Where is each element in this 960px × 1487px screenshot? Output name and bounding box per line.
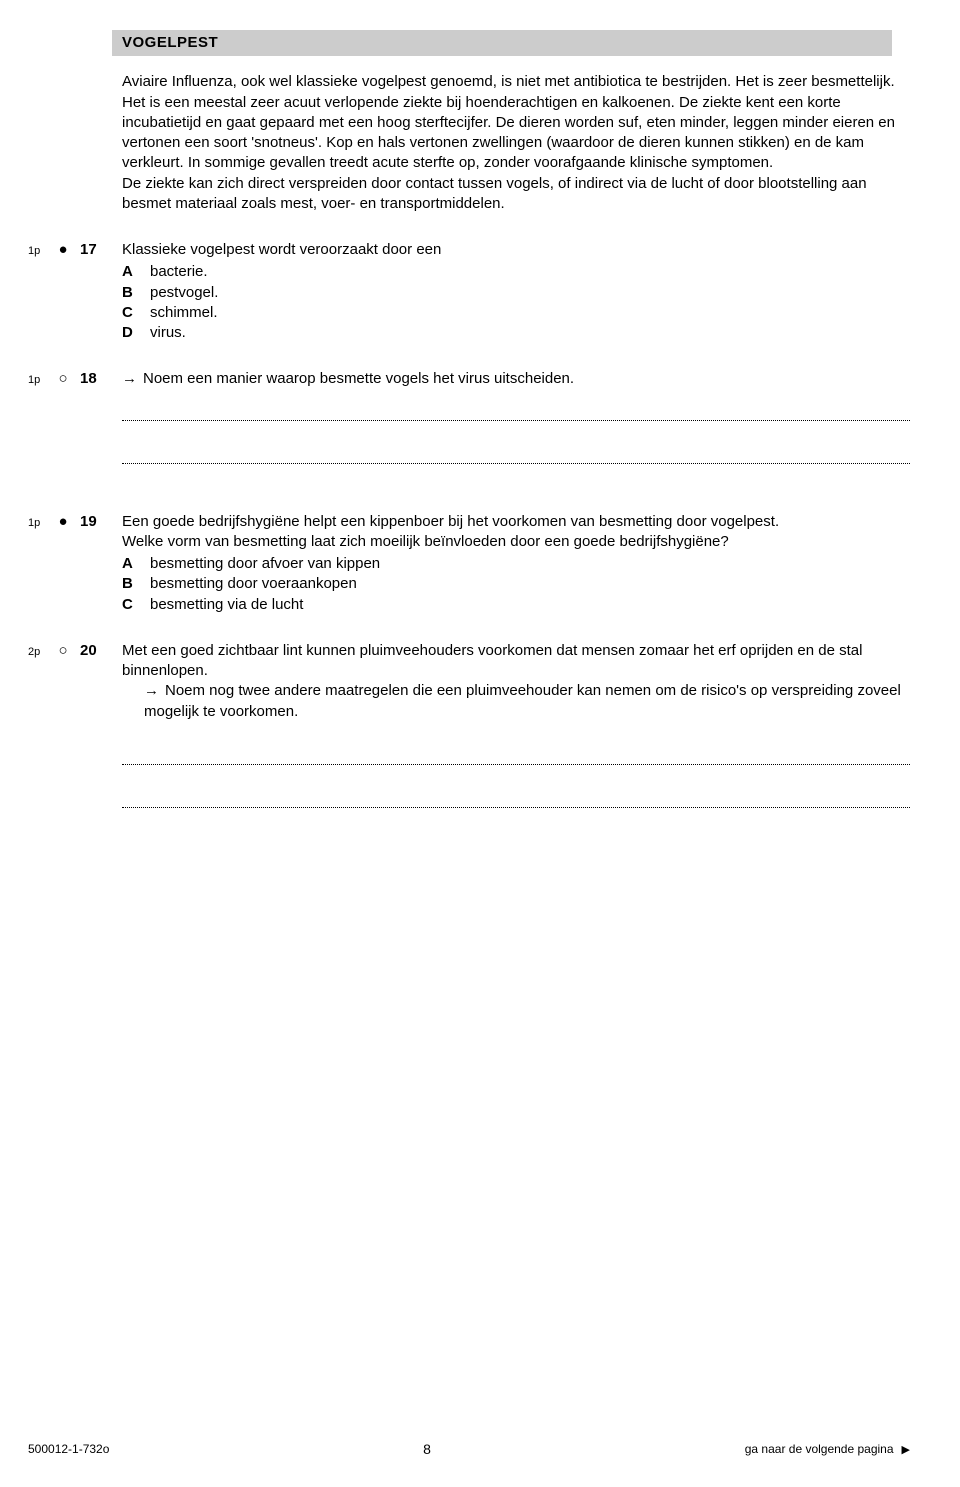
closed-question-icon bbox=[52, 512, 74, 532]
page: VOGELPEST Aviaire Influenza, ook wel kla… bbox=[0, 0, 960, 1487]
option-letter: D bbox=[122, 323, 150, 343]
question-body: Een goede bedrijfshygiëne helpt een kipp… bbox=[122, 512, 910, 615]
page-footer: 500012-1-732o 8 ga naar de volgende pagi… bbox=[28, 1440, 910, 1459]
question-stem-line: Een goede bedrijfshygiëne helpt een kipp… bbox=[122, 512, 910, 532]
question-stem-line: Met een goed zichtbaar lint kunnen pluim… bbox=[122, 641, 910, 682]
option-text: besmetting door afvoer van kippen bbox=[150, 554, 380, 574]
points-label: 1p bbox=[28, 373, 52, 388]
option-text: besmetting door voeraankopen bbox=[150, 574, 357, 594]
answer-line[interactable] bbox=[122, 402, 910, 421]
answer-options: Abesmetting door afvoer van kippen Bbesm… bbox=[122, 554, 910, 615]
open-question-icon bbox=[52, 369, 74, 389]
question-meta: 1p 19 bbox=[28, 512, 122, 532]
question-number: 19 bbox=[74, 512, 120, 532]
section-heading: VOGELPEST bbox=[112, 30, 892, 56]
closed-question-icon bbox=[52, 240, 74, 260]
intro-text: Aviaire Influenza, ook wel klassieke vog… bbox=[122, 72, 912, 214]
option-c[interactable]: Cschimmel. bbox=[122, 303, 910, 323]
footer-code: 500012-1-732o bbox=[28, 1441, 109, 1457]
option-letter: C bbox=[122, 303, 150, 323]
answer-line[interactable] bbox=[122, 789, 910, 808]
question-body: Klassieke vogelpest wordt veroorzaakt do… bbox=[122, 240, 910, 343]
points-label: 2p bbox=[28, 645, 52, 660]
footer-next-text: ga naar de volgende pagina bbox=[745, 1441, 894, 1457]
answer-line[interactable] bbox=[122, 445, 910, 464]
question-meta: 2p 20 bbox=[28, 641, 122, 661]
question-number: 20 bbox=[74, 641, 120, 661]
points-label: 1p bbox=[28, 516, 52, 531]
question-18: 1p 18 Noem een manier waarop besmette vo… bbox=[28, 369, 910, 463]
option-text: virus. bbox=[150, 323, 186, 343]
option-letter: B bbox=[122, 574, 150, 594]
answer-line[interactable] bbox=[122, 746, 910, 765]
question-meta: 1p 18 bbox=[28, 369, 122, 389]
question-20: 2p 20 Met een goed zichtbaar lint kunnen… bbox=[28, 641, 910, 808]
question-stem: Noem een manier waarop besmette vogels h… bbox=[122, 369, 910, 389]
question-stem-line: Welke vorm van besmetting laat zich moei… bbox=[122, 532, 910, 552]
option-text: bacterie. bbox=[150, 262, 208, 282]
option-letter: C bbox=[122, 595, 150, 615]
next-page-icon bbox=[902, 1441, 910, 1458]
question-body: Noem een manier waarop besmette vogels h… bbox=[122, 369, 910, 463]
option-b[interactable]: Bbesmetting door voeraankopen bbox=[122, 574, 910, 594]
question-body: Met een goed zichtbaar lint kunnen pluim… bbox=[122, 641, 910, 808]
option-c[interactable]: Cbesmetting via de lucht bbox=[122, 595, 910, 615]
question-stem: Klassieke vogelpest wordt veroorzaakt do… bbox=[122, 240, 910, 260]
option-a[interactable]: Abesmetting door afvoer van kippen bbox=[122, 554, 910, 574]
option-text: besmetting via de lucht bbox=[150, 595, 303, 615]
question-19: 1p 19 Een goede bedrijfshygiëne helpt ee… bbox=[28, 512, 910, 615]
question-number: 18 bbox=[74, 369, 120, 389]
option-d[interactable]: Dvirus. bbox=[122, 323, 910, 343]
option-letter: A bbox=[122, 262, 150, 282]
option-b[interactable]: Bpestvogel. bbox=[122, 283, 910, 303]
footer-next: ga naar de volgende pagina bbox=[745, 1441, 910, 1458]
option-letter: A bbox=[122, 554, 150, 574]
question-number: 17 bbox=[74, 240, 120, 260]
question-17: 1p 17 Klassieke vogelpest wordt veroorza… bbox=[28, 240, 910, 343]
option-letter: B bbox=[122, 283, 150, 303]
points-label: 1p bbox=[28, 244, 52, 259]
section-title: VOGELPEST bbox=[122, 34, 218, 51]
answer-options: Abacterie. Bpestvogel. Cschimmel. Dvirus… bbox=[122, 262, 910, 343]
option-a[interactable]: Abacterie. bbox=[122, 262, 910, 282]
option-text: schimmel. bbox=[150, 303, 218, 323]
question-stem-line: Noem nog twee andere maatregelen die een… bbox=[144, 682, 901, 719]
open-question-icon bbox=[52, 641, 74, 661]
question-meta: 1p 17 bbox=[28, 240, 122, 260]
page-number: 8 bbox=[423, 1440, 431, 1459]
question-sub-stem: Noem nog twee andere maatregelen die een… bbox=[122, 681, 910, 722]
option-text: pestvogel. bbox=[150, 283, 218, 303]
